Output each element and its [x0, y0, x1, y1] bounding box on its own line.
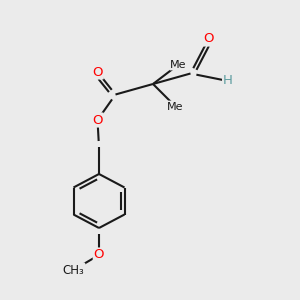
Text: CH₃: CH₃: [63, 263, 84, 277]
Text: O: O: [92, 65, 103, 79]
Text: O: O: [203, 32, 214, 46]
Text: O: O: [92, 113, 103, 127]
Text: H: H: [223, 74, 233, 88]
Text: Me: Me: [170, 59, 187, 70]
Text: Me: Me: [167, 101, 184, 112]
Text: O: O: [94, 248, 104, 262]
